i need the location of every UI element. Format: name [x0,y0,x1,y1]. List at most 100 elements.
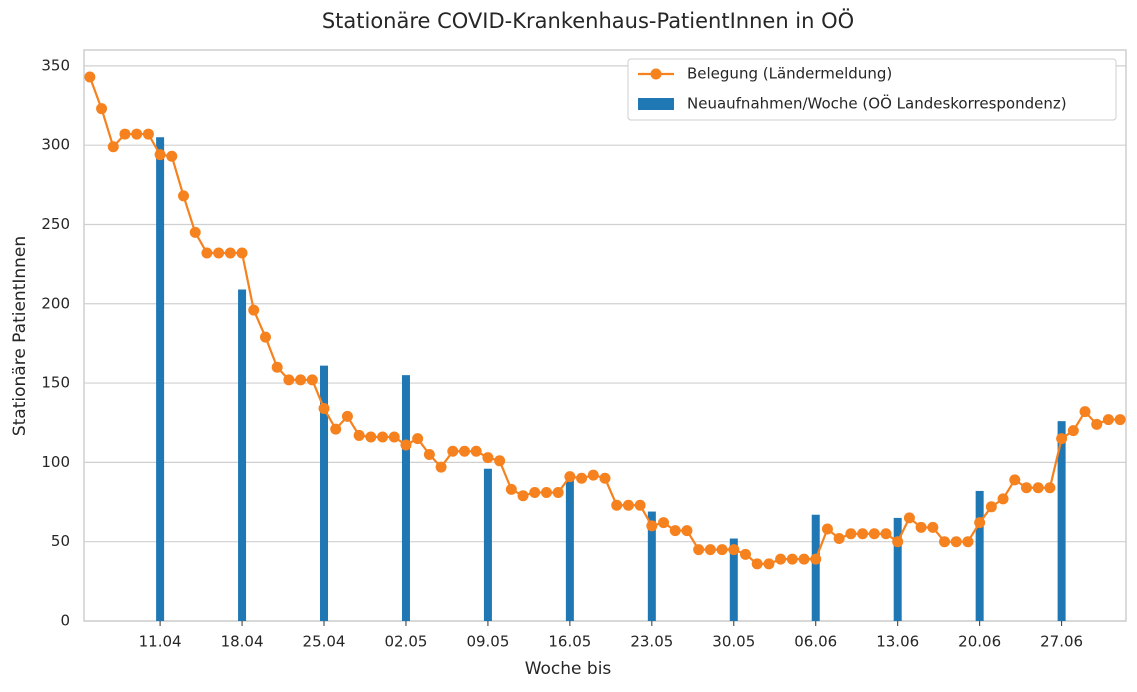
y-tick-label: 350 [41,56,70,74]
line-marker [599,472,611,484]
x-tick-label: 11.04 [139,633,182,651]
line-marker [435,461,447,473]
x-tick-label: 09.05 [466,633,509,651]
line-marker [166,150,178,162]
line-marker [950,536,962,548]
x-tick-label: 16.05 [548,633,591,651]
line-marker [1067,425,1079,437]
y-tick-label: 300 [41,136,70,154]
line-marker [154,149,166,161]
y-tick-label: 250 [41,215,70,233]
line-marker [915,521,927,533]
legend-marker [650,68,662,80]
line-marker [482,452,494,464]
bar [1057,421,1066,621]
x-tick-label: 18.04 [221,633,264,651]
line-marker [845,528,857,540]
line-marker [341,410,353,422]
line-marker [1079,406,1091,418]
line-marker [868,528,880,540]
y-tick-label: 0 [60,612,70,630]
line-marker [84,71,96,83]
line-marker [470,445,482,457]
line-marker [1114,414,1126,426]
line-marker [658,517,670,529]
line-marker [1044,482,1056,494]
line-marker [939,536,951,548]
line-marker [377,431,389,443]
line-marker [224,247,236,259]
x-tick-label: 27.06 [1040,633,1083,651]
x-tick-label: 23.05 [630,633,673,651]
line-marker [622,499,634,511]
line-marker [962,536,974,548]
plot-frame [83,49,1127,622]
line-marker [259,331,271,343]
line-marker [412,433,424,445]
line-marker [728,544,740,556]
line-marker [423,448,435,460]
x-tick-label: 25.04 [303,633,346,651]
line-marker [552,487,564,499]
line-marker [763,558,775,570]
line-marker [119,128,131,140]
y-tick-label: 100 [41,453,70,471]
bar [729,538,738,621]
line-marker [318,402,330,414]
line-marker [1056,433,1068,445]
line-marker [540,487,552,499]
line-marker [739,548,751,560]
line-marker [505,483,517,495]
line-marker [400,439,412,451]
x-tick-label: 20.06 [958,633,1001,651]
bar [811,514,820,621]
x-tick-label: 06.06 [794,633,837,651]
line-marker [1032,482,1044,494]
x-tick-label: 30.05 [712,633,755,651]
line-marker [681,525,693,537]
line-marker [775,553,787,565]
x-tick-label: 13.06 [876,633,919,651]
line-marker [236,247,248,259]
bar [156,137,165,621]
line-marker [213,247,225,259]
line-marker [459,445,471,457]
line-marker [833,533,845,545]
line-marker [576,472,588,484]
line-marker [1102,414,1114,426]
line-marker [365,431,377,443]
line-marker [985,501,997,513]
bar [975,490,984,621]
line-marker [716,544,728,556]
line-marker [693,544,705,556]
line-marker [131,128,143,140]
legend-label: Neuaufnahmen/Woche (OÖ Landeskorresponde… [687,94,1067,113]
line-marker [271,361,283,373]
line-marker [283,374,295,386]
x-tick-label: 02.05 [384,633,427,651]
line-marker [142,128,154,140]
line-marker [611,499,623,511]
line-marker [974,517,986,529]
line-marker [306,374,318,386]
line-marker [529,487,541,499]
line-marker [178,190,190,202]
chart-title: Stationäre COVID-Krankenhaus-PatientInne… [322,8,854,33]
line-marker [892,536,904,548]
bar [647,511,656,621]
x-axis-label: Woche bis [525,659,612,679]
line-marker [997,493,1009,505]
line-marker [1020,482,1032,494]
legend-box [627,58,1117,121]
line-marker [447,445,459,457]
line-marker [927,521,939,533]
line-marker [704,544,716,556]
line-marker [96,103,108,115]
line-marker [107,141,119,153]
bar [565,476,574,621]
legend-label: Belegung (Ländermeldung) [687,65,892,83]
line-marker [810,553,822,565]
bar [320,365,329,621]
bar [483,468,492,621]
